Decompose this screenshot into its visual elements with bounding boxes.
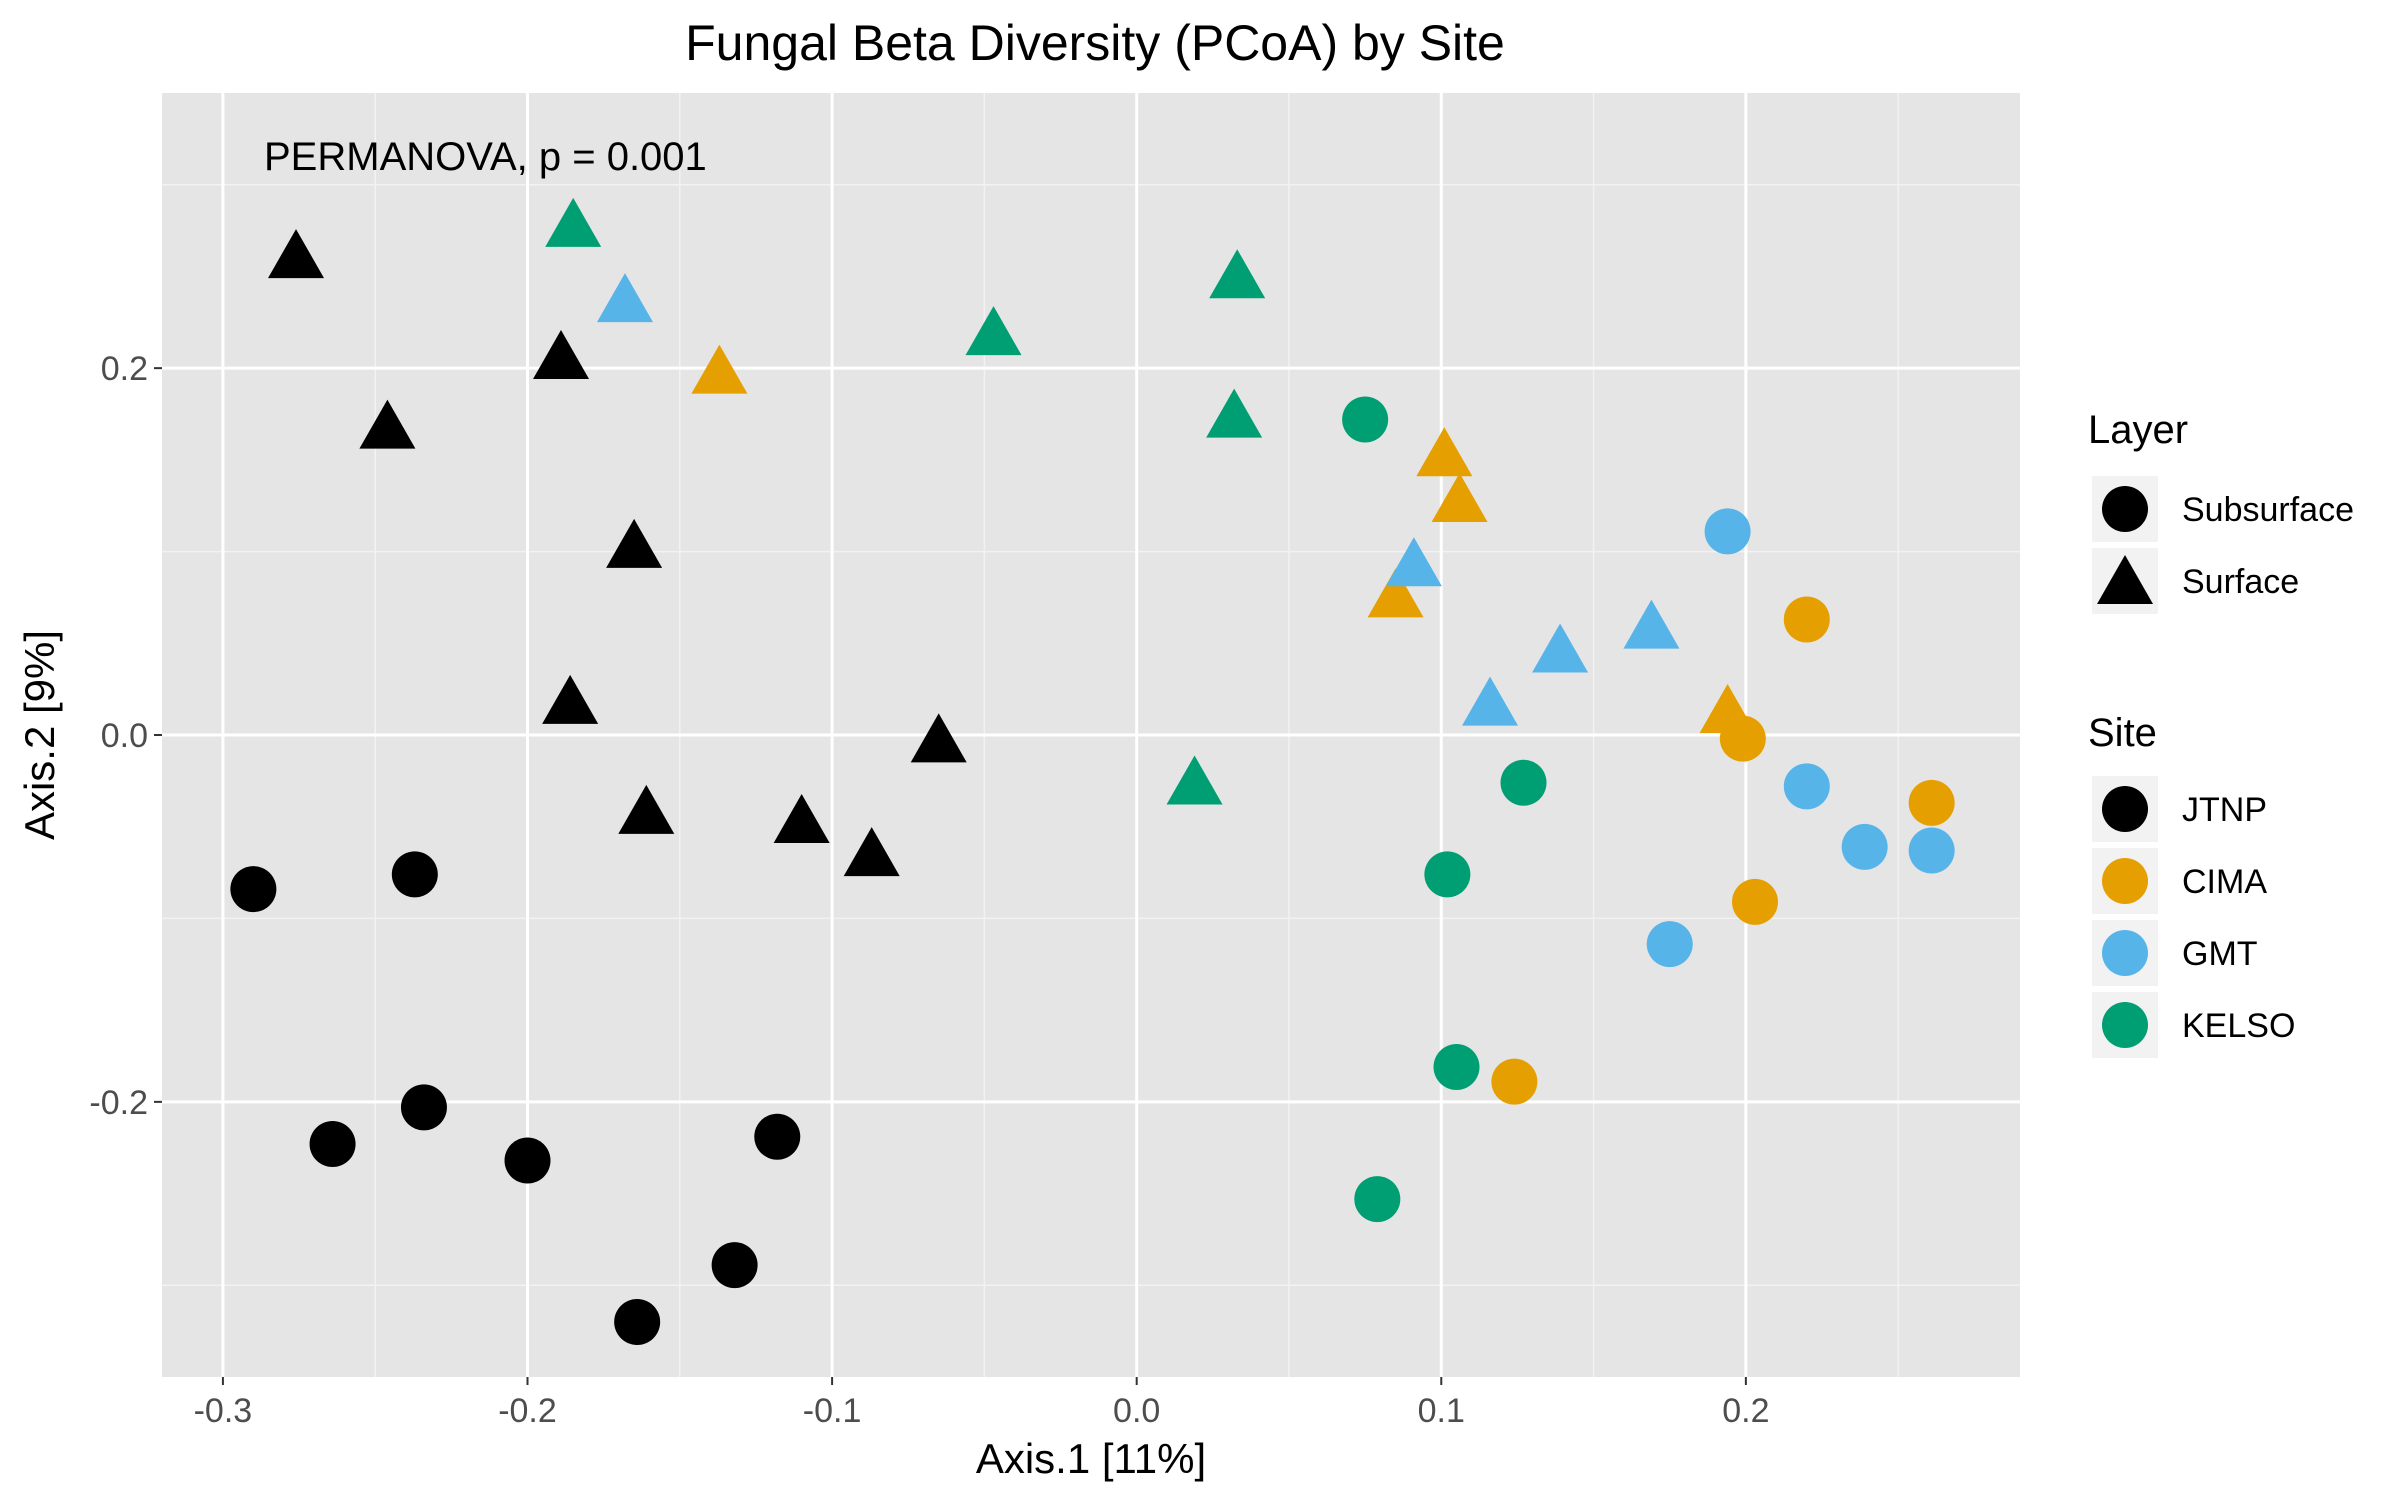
point-gmt-surface — [1532, 623, 1589, 673]
point-cima-subsurface — [1719, 715, 1766, 762]
legend-symbol-cima — [2102, 858, 2148, 904]
legend-label-jtnp: JTNP — [2182, 791, 2267, 829]
point-jtnp-surface — [533, 329, 590, 379]
point-jtnp-surface — [618, 784, 675, 834]
point-jtnp-subsurface — [230, 866, 277, 913]
point-kelso-surface — [1206, 388, 1263, 438]
point-cima-subsurface — [1732, 878, 1779, 925]
y-axis: -0.2 0.0 0.2 — [89, 350, 162, 1122]
chart-title: Fungal Beta Diversity (PCoA) by Site — [685, 15, 1505, 71]
legend-label-surface: Surface — [2182, 563, 2299, 601]
legend-symbol-subsurface — [2102, 486, 2148, 532]
point-cima-surface — [1431, 473, 1488, 523]
point-jtnp-subsurface — [754, 1113, 801, 1160]
point-cima-subsurface — [1783, 596, 1830, 643]
point-gmt-surface — [1385, 537, 1442, 587]
legend-site-title: Site — [2088, 711, 2157, 755]
point-cima-subsurface — [1491, 1058, 1538, 1105]
point-kelso-subsurface — [1500, 759, 1547, 806]
point-jtnp-surface — [910, 713, 967, 763]
x-axis: -0.3 -0.2 -0.1 0.0 0.1 0.2 — [194, 1377, 1770, 1430]
y-tick-label: 0.2 — [101, 350, 148, 388]
point-gmt-subsurface — [1646, 921, 1693, 968]
point-kelso-subsurface — [1433, 1044, 1480, 1091]
point-cima-surface — [1416, 427, 1473, 477]
x-tick-label: -0.3 — [194, 1392, 253, 1430]
grid-minor-lines — [162, 93, 2020, 1377]
x-tick-label: 0.1 — [1418, 1392, 1465, 1430]
point-gmt-subsurface — [1841, 823, 1888, 870]
point-jtnp-surface — [359, 399, 416, 449]
permanova-annotation: PERMANOVA, p = 0.001 — [264, 135, 707, 179]
legend-label-cima: CIMA — [2182, 863, 2267, 901]
point-jtnp-surface — [268, 229, 325, 279]
legend-symbol-gmt — [2102, 930, 2148, 976]
point-jtnp-surface — [843, 827, 900, 877]
legend-layer-title: Layer — [2088, 408, 2188, 452]
point-cima-surface — [1367, 568, 1424, 618]
point-jtnp-surface — [773, 794, 830, 844]
legend-symbol-surface — [2097, 555, 2153, 604]
x-tick-label: -0.2 — [498, 1392, 557, 1430]
point-gmt-surface — [596, 273, 653, 323]
point-kelso-surface — [965, 306, 1022, 356]
point-jtnp-surface — [606, 518, 663, 568]
point-jtnp-subsurface — [391, 851, 438, 898]
legend-symbol-jtnp — [2102, 786, 2148, 832]
point-jtnp-subsurface — [504, 1137, 551, 1184]
x-tick-label: 0.2 — [1722, 1392, 1769, 1430]
point-kelso-subsurface — [1354, 1176, 1401, 1223]
point-cima-surface — [691, 344, 748, 394]
point-kelso-subsurface — [1342, 396, 1389, 443]
point-kelso-surface — [1166, 755, 1223, 805]
point-kelso-subsurface — [1424, 851, 1471, 898]
x-axis-title: Axis.1 [11%] — [976, 1435, 1206, 1482]
legend-layer: Layer Subsurface Surface — [2088, 408, 2354, 614]
grid-major-lines — [162, 93, 2020, 1377]
point-kelso-surface — [545, 197, 602, 247]
y-tick-label: -0.2 — [89, 1084, 148, 1122]
point-jtnp-subsurface — [614, 1298, 661, 1345]
point-jtnp-surface — [542, 674, 599, 724]
point-jtnp-subsurface — [711, 1242, 758, 1289]
legend-symbol-kelso — [2102, 1002, 2148, 1048]
x-tick-label: -0.1 — [803, 1392, 862, 1430]
point-cima-subsurface — [1908, 779, 1955, 826]
x-tick-label: 0.0 — [1113, 1392, 1160, 1430]
data-points — [230, 197, 1955, 1345]
point-gmt-surface — [1462, 676, 1519, 726]
point-kelso-surface — [1209, 249, 1266, 299]
point-jtnp-subsurface — [400, 1084, 447, 1131]
point-gmt-subsurface — [1704, 508, 1751, 555]
legend-label-subsurface: Subsurface — [2182, 491, 2354, 529]
y-axis-title: Axis.2 [9%] — [16, 630, 63, 840]
point-gmt-subsurface — [1783, 763, 1830, 810]
legend-label-gmt: GMT — [2182, 935, 2258, 973]
legend-site: Site JTNP CIMA GMT KELSO — [2088, 711, 2295, 1058]
point-jtnp-subsurface — [309, 1121, 356, 1168]
point-gmt-subsurface — [1908, 827, 1955, 874]
y-tick-label: 0.0 — [101, 717, 148, 755]
point-gmt-surface — [1623, 599, 1680, 649]
legend-label-kelso: KELSO — [2182, 1007, 2295, 1045]
